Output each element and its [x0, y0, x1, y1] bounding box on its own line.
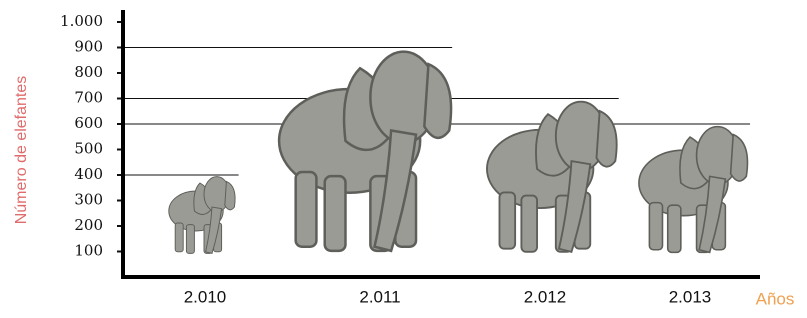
x-tick-label: 2.013 — [669, 287, 712, 306]
elephant-leg — [175, 223, 183, 252]
y-tick-label: 100 — [74, 242, 103, 260]
y-tick-label: 500 — [74, 140, 103, 158]
elephant-ear — [597, 111, 617, 167]
y-axis-label: Número de elefantes — [13, 76, 30, 225]
elephant-leg — [186, 225, 194, 254]
y-tick-label: 900 — [74, 38, 103, 56]
page: Número de elefantes Años 100 200 300 400 500… — [0, 0, 807, 318]
elephant-leg — [668, 205, 681, 252]
elephant-leg — [649, 203, 662, 250]
y-tick-label: 1.000 — [60, 12, 103, 30]
elephant-leg — [325, 176, 346, 251]
x-tick-label: 2.011 — [359, 287, 400, 306]
y-tick-label: 400 — [74, 165, 103, 183]
elephant-leg — [521, 196, 537, 252]
elephant — [639, 127, 748, 253]
x-tick-label: 2.012 — [524, 287, 567, 306]
y-tick-label: 600 — [74, 114, 103, 132]
elephant-leg — [499, 192, 515, 248]
x-axis-label: Años — [756, 289, 795, 308]
y-tick-label: 300 — [74, 191, 103, 209]
elephant-ear — [731, 134, 748, 181]
elephant-ear — [424, 64, 451, 138]
elephant-ear — [225, 181, 235, 209]
y-tick-label: 700 — [74, 89, 103, 107]
elephant-leg — [296, 172, 317, 247]
elephant — [279, 52, 451, 251]
y-tick-label: 800 — [74, 63, 103, 81]
elephant — [169, 177, 235, 254]
chart: Número de elefantes Años 100 200 300 400 500… — [0, 0, 807, 318]
x-tick-label: 2.010 — [184, 287, 227, 306]
y-tick-label: 200 — [74, 216, 103, 234]
